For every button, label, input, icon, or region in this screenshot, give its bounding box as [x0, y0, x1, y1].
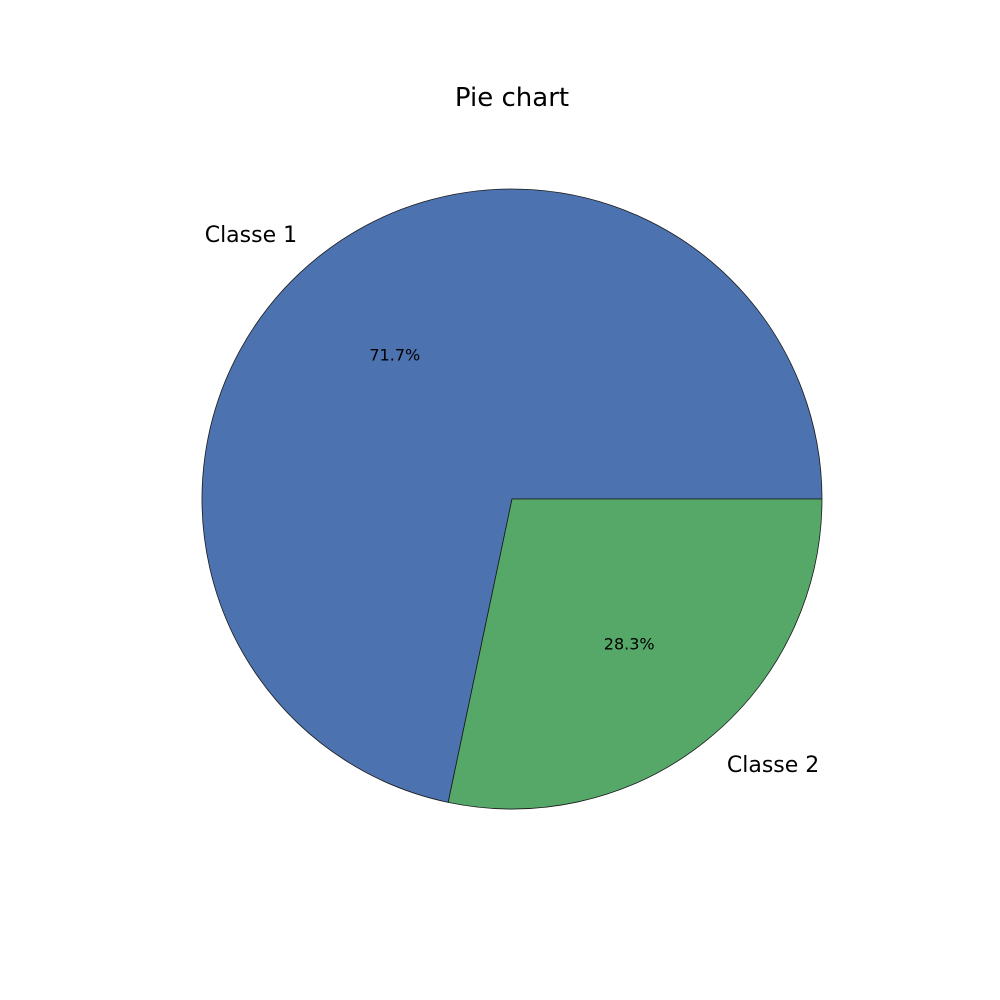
pie-slices	[201, 188, 823, 810]
slice-percent-label-1: 71.7%	[369, 346, 420, 365]
slice-percent-label-2: 28.3%	[604, 634, 655, 653]
pie-slice-2	[447, 498, 823, 810]
slice-label-1: Classe 1	[205, 223, 297, 248]
pie-labels: Classe 1 71.7% Classe 2 28.3%	[205, 223, 820, 778]
slice-label-2: Classe 2	[727, 753, 819, 778]
pie-slice-1	[201, 188, 823, 803]
chart-title: Pie chart	[455, 83, 569, 113]
